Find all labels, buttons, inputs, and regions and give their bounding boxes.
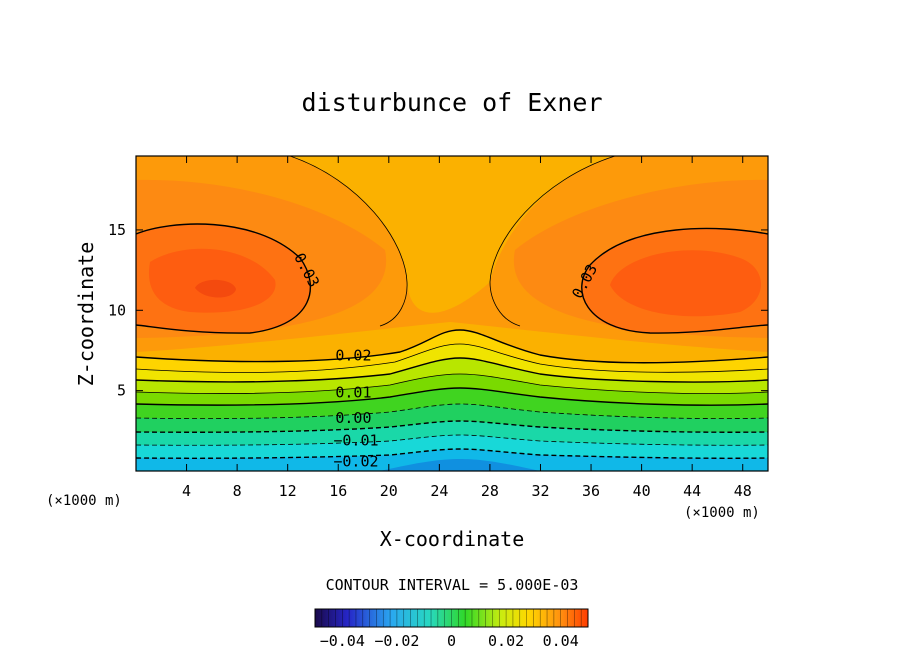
colorbar-tick-label: −0.04: [320, 632, 365, 650]
y-tick-label: 10: [108, 301, 126, 319]
x-tick-label: 40: [633, 482, 651, 500]
fill-band-034: [148, 248, 761, 317]
x-tick-label: 16: [329, 482, 347, 500]
colorbar-tick-label: 0: [447, 632, 456, 650]
contour-interval-text: CONTOUR INTERVAL = 5.000E-03: [326, 576, 579, 594]
contour-line-025-left: [289, 156, 408, 327]
x-tick-label: 4: [182, 482, 191, 500]
contour-label-text: 0.00: [335, 409, 371, 427]
colorbar: −0.04 −0.02 0 0.02 0.04: [314, 608, 589, 650]
contour-lines: [136, 156, 768, 459]
colorbar-tick-labels: −0.04 −0.02 0 0.02 0.04: [320, 632, 579, 650]
contour-label: 0.01: [335, 383, 371, 401]
x-tick-label: 8: [233, 482, 242, 500]
x-axis-unit: (×1000 m): [684, 505, 760, 521]
fill-band-038: [195, 279, 236, 298]
contour-line-030-left: [136, 223, 312, 334]
x-axis-title: X-coordinate: [380, 527, 525, 551]
chart-title: disturbunce of Exner: [301, 88, 602, 117]
x-tick-label: 28: [481, 482, 499, 500]
contour-line-030-right: [581, 227, 768, 334]
contour-label-text: 0.01: [335, 383, 371, 401]
x-tick-label: 24: [430, 482, 448, 500]
x-tick-label: 44: [683, 482, 701, 500]
contour-label: −0.02: [333, 452, 378, 470]
x-tick-label: 20: [380, 482, 398, 500]
contour-line-015: [136, 343, 768, 373]
fill-band-m018: [380, 459, 540, 471]
contour-label: −0.01: [333, 431, 378, 449]
y-axis-title: Z-coordinate: [74, 242, 98, 387]
x-tick-label: 48: [734, 482, 752, 500]
contour-fills: 0.03 0.030.020.010.00−0.01−0.02: [136, 156, 768, 471]
contour-label-text: 0.02: [335, 346, 371, 364]
colorbar-tick-label: −0.02: [374, 632, 419, 650]
y-tick-label: 5: [117, 382, 126, 400]
contour-label-text: −0.02: [333, 452, 378, 470]
y-axis-unit: (×1000 m): [46, 493, 122, 509]
x-tick-label: 12: [279, 482, 297, 500]
contour-line-005: [136, 373, 768, 394]
contour-line-010: [136, 357, 768, 383]
contour-line-025-right: [489, 156, 616, 327]
colorbar-tick-label: 0.02: [488, 632, 524, 650]
colorbar-tick-lines: [314, 609, 589, 627]
contour-line-m005: [136, 403, 768, 420]
colorbar-tick-label: 0.04: [543, 632, 579, 650]
contour-line-m020: [136, 448, 768, 459]
contour-line-020: [136, 329, 768, 364]
contour-line-m010: [136, 420, 768, 433]
colorbar-frame: [314, 608, 589, 628]
contour-label: 0.00: [335, 409, 371, 427]
contour-label: 0.02: [335, 346, 371, 364]
contour-label-text: −0.01: [333, 431, 378, 449]
x-tick-label: 32: [531, 482, 549, 500]
fill-band-030: [136, 224, 768, 334]
x-tick-label: 36: [582, 482, 600, 500]
y-tick-label: 15: [108, 221, 126, 239]
plot-frame: [135, 155, 769, 472]
contour-line-000: [136, 387, 768, 406]
plot-area: 0.03 0.030.020.010.00−0.01−0.02 4 8 12 16 20 2…: [108, 155, 769, 500]
contour-line-m015: [136, 434, 768, 446]
